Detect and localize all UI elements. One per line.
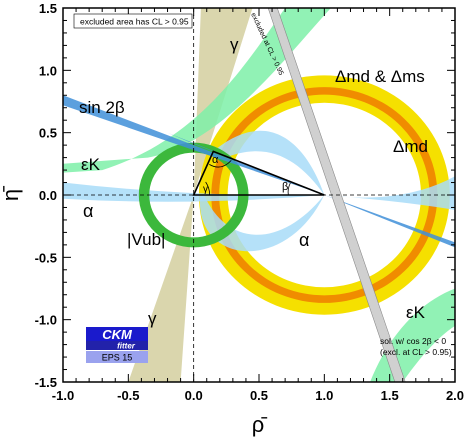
x-tick-label: -1.0 [52,388,74,403]
triangle-alpha-label: α [212,154,219,166]
logo-ckm-text: CKM [102,327,133,342]
y-axis-label: η̄ [0,186,23,201]
alpha-angle-arc [209,160,232,168]
gamma-label-bottom: γ [148,309,157,328]
gamma-label-top: γ [230,35,239,54]
y-tick-label: 0.5 [39,126,57,141]
axis-ticks [62,7,456,383]
y-tick-label: 1.5 [39,1,57,16]
beta-angle-arc [287,182,291,196]
x-tick-label: 1.0 [315,388,333,403]
alpha-band-loop [199,130,325,252]
excluded-area-note: excluded area has CL > 0.95 [80,17,189,27]
epsilon-k-label-left: εK [81,155,101,174]
y-tick-label: 0.0 [39,188,57,203]
plot-area [63,8,455,382]
x-tick-label: 0.0 [185,388,203,403]
y-tick-label: -0.5 [35,250,57,265]
triangle-gamma-label: γ [203,184,208,195]
epsilon-k-label-right: εK [406,303,426,322]
dmd-dms-label: Δmd & Δms [335,67,425,86]
dmd-label: Δmd [393,137,428,156]
triangle-beta-label: β [282,181,288,193]
y-tick-label: -1.0 [35,313,57,328]
sin2beta-band [63,95,455,248]
logo-fitter-text: fitter [117,342,136,351]
sol-note-line1: sol. w/ cos 2β < 0 [380,336,446,346]
sin2beta-label: sin 2β [79,98,125,117]
ckmfitter-logo: CKM fitter EPS 15 [86,327,148,363]
epsilon-k-band-upper [63,8,331,173]
unitarity-triangle [192,150,325,196]
alpha-band-horizontal [63,176,455,210]
alpha-label-bottom: α [299,230,309,250]
alpha-label-left: α [83,201,93,221]
excluded-area-box [73,13,193,29]
y-tick-label: 1.0 [39,63,57,78]
y-tick-label: -1.5 [35,375,57,390]
x-tick-label: 0.5 [250,388,268,403]
sol-note-line2: (excl. at CL > 0.95) [380,347,452,357]
x-tick-label: -0.5 [117,388,139,403]
x-tick-label: 2.0 [446,388,464,403]
x-tick-label: 1.5 [381,388,399,403]
x-axis-label: ρ̄ [252,412,268,437]
vub-label: |Vub| [127,230,165,249]
axis-tick-labels: -1.0 -0.5 0.0 0.5 1.0 1.5 2.0 1.5 1.0 0.5 0.0 -0.5 -… [35,1,464,403]
logo-eps-text: EPS 15 [102,353,133,363]
gamma-angle-arc [205,181,211,196]
